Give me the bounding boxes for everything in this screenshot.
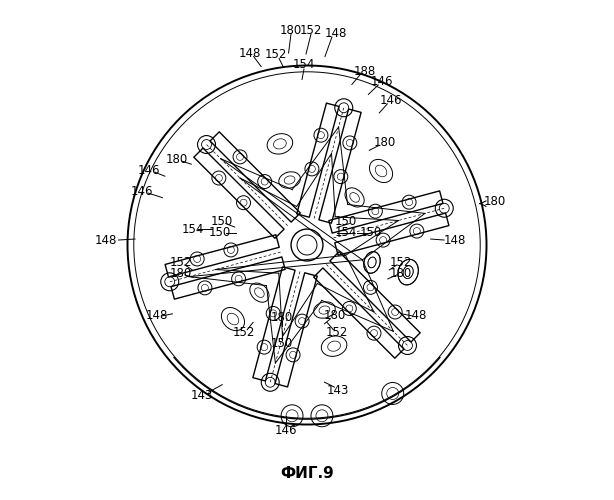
Text: 150: 150	[360, 226, 382, 239]
Text: 152: 152	[326, 326, 348, 339]
Text: 146: 146	[130, 184, 153, 198]
Text: 148: 148	[325, 26, 347, 40]
Text: 150: 150	[209, 226, 231, 239]
Text: 146: 146	[137, 164, 160, 176]
Text: 180: 180	[271, 311, 293, 324]
Text: 148: 148	[95, 234, 117, 246]
Text: 152: 152	[170, 256, 193, 269]
Text: 152: 152	[389, 256, 412, 269]
Text: 154: 154	[335, 226, 357, 239]
Text: 180: 180	[280, 24, 302, 37]
Text: 152: 152	[265, 48, 287, 61]
Text: 146: 146	[379, 94, 402, 107]
Text: 150: 150	[211, 214, 233, 228]
Text: 180: 180	[390, 267, 412, 280]
Text: 148: 148	[238, 46, 261, 60]
Text: 150: 150	[335, 214, 357, 228]
Text: 148: 148	[405, 310, 427, 322]
Text: 143: 143	[191, 389, 214, 402]
Text: 152: 152	[233, 326, 255, 339]
Text: 188: 188	[353, 65, 376, 78]
Text: 146: 146	[275, 424, 297, 437]
Text: 180: 180	[374, 136, 396, 149]
Text: 180: 180	[484, 195, 507, 208]
Text: 180: 180	[165, 153, 187, 166]
Text: 152: 152	[300, 24, 322, 37]
Text: 154: 154	[182, 222, 204, 235]
Text: 143: 143	[327, 384, 349, 397]
Text: 148: 148	[146, 310, 168, 322]
Text: 148: 148	[444, 234, 467, 246]
Text: ФИГ.9: ФИГ.9	[280, 466, 334, 481]
Text: 180: 180	[324, 310, 346, 322]
Text: 180: 180	[169, 267, 192, 280]
Text: 154: 154	[293, 58, 315, 71]
Text: 146: 146	[370, 75, 393, 88]
Text: 150: 150	[271, 337, 293, 350]
